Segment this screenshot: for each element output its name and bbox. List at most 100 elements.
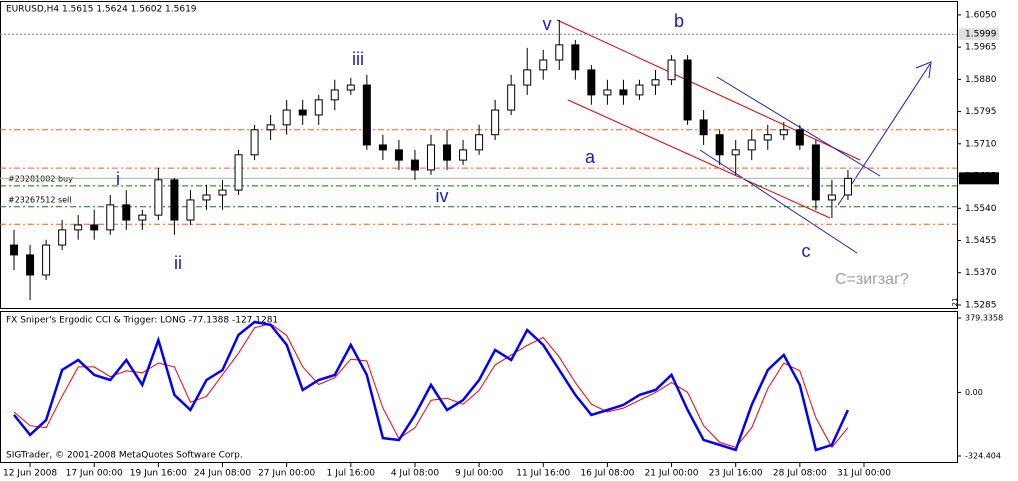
price-label: 1.5619 <box>965 174 997 184</box>
indicator-line <box>13 320 850 452</box>
candle-body <box>715 134 724 156</box>
candle-body <box>731 149 740 156</box>
candle-body <box>170 179 179 221</box>
candle-body <box>651 79 660 86</box>
x-tick-label: 24 Jun 08:00 <box>194 469 251 479</box>
candle-body <box>106 204 115 231</box>
candle-body <box>507 84 516 111</box>
candle-body <box>571 44 580 71</box>
candle-body <box>491 109 500 136</box>
candle-body <box>667 59 676 81</box>
x-tick-label: 27 Jun 00:00 <box>258 469 315 479</box>
candle-body <box>250 129 259 156</box>
x-tick-label: 1 Jul 16:00 <box>327 469 376 479</box>
candle-body <box>459 149 468 161</box>
candle-body <box>763 134 772 141</box>
price-box <box>959 172 999 185</box>
wave-label: i <box>116 169 120 189</box>
x-tick-label: 12 Jun 2008 <box>3 469 57 479</box>
candle-body <box>683 59 692 121</box>
drawings <box>556 19 932 254</box>
candle-body <box>314 99 323 116</box>
y-tick-label: 1.6050 <box>965 10 997 20</box>
x-tick-label: 4 Jul 08:00 <box>391 469 440 479</box>
candle-body <box>10 244 19 256</box>
x-tick-label: 23 Jul 16:00 <box>709 469 763 479</box>
y-tick-label: 1.5455 <box>965 236 997 246</box>
y-tick-label: 0.00 <box>965 388 983 397</box>
x-tick-label: 21 Jul 00:00 <box>645 469 699 479</box>
candle-body <box>378 144 387 151</box>
candle-body <box>410 159 419 171</box>
candle-body <box>555 44 564 61</box>
y-tick-label: 1.5285 <box>965 300 997 310</box>
wave-label: iii <box>352 49 364 69</box>
wave-label: a <box>585 147 596 167</box>
order-label: #23267512 sell <box>8 195 72 204</box>
y-tick-label: 1.5370 <box>965 268 997 278</box>
candle-body <box>394 149 403 161</box>
channel-line <box>556 19 861 161</box>
wave-label: C=зигзаг? <box>835 271 909 288</box>
y-tick-label: 379.3358 <box>965 314 1003 323</box>
wave-label: v <box>543 14 552 34</box>
candle-body <box>827 194 836 201</box>
arrow <box>837 63 931 206</box>
chart-title: EURUSD,H4 1.5615 1.5624 1.5602 1.5619 <box>6 5 197 15</box>
wave-label: ii <box>174 253 182 273</box>
y-tick-label: -324.404 <box>965 452 1001 461</box>
candle-body <box>330 89 339 101</box>
x-tick-label: 9 Jul 00:00 <box>455 469 504 479</box>
candle-body <box>122 204 131 221</box>
candle-body <box>426 144 435 171</box>
candle-body <box>523 69 532 86</box>
wave-label: c <box>802 241 811 261</box>
candle-body <box>603 89 612 96</box>
candle-body <box>58 229 67 246</box>
x-tick-label: 28 Jul 08:00 <box>773 469 827 479</box>
candle-body <box>138 214 147 221</box>
channel-line <box>699 149 858 254</box>
candle-body <box>699 119 708 136</box>
candle-body <box>282 109 291 126</box>
candle-body <box>475 134 484 151</box>
y-tick-label: 1.5710 <box>965 139 997 149</box>
candle-body <box>539 59 548 71</box>
x-tick-label: 31 Jul 00:00 <box>837 469 891 479</box>
channel-line <box>567 99 831 219</box>
wave-label: iv <box>436 186 449 206</box>
candle-body <box>635 84 644 96</box>
candle-body <box>619 89 628 96</box>
wave-label: b <box>674 11 684 31</box>
x-tick-label: 16 Jul 08:00 <box>580 469 634 479</box>
candle-body <box>747 139 756 151</box>
x-tick-label: 11 Jul 16:00 <box>516 469 570 479</box>
candle-body <box>298 109 307 116</box>
candle-body <box>843 177 852 196</box>
candle-body <box>42 244 51 276</box>
x-tick-label: 17 Jun 00:00 <box>66 469 123 479</box>
candle-body <box>362 84 371 146</box>
marked-level-label: 1.5999 <box>965 30 997 40</box>
candle-body <box>443 144 452 161</box>
x-tick-label: 19 Jun 16:00 <box>130 469 187 479</box>
candle-body <box>218 189 227 196</box>
main-pane <box>0 1 958 309</box>
y-tick-label: 1.5540 <box>965 204 997 214</box>
candle-body <box>154 179 163 216</box>
indicator-line <box>13 323 849 449</box>
indicator-pane <box>0 311 958 463</box>
candle-body <box>811 144 820 201</box>
copyright: SIGTrader, © 2001-2008 MetaQuotes Softwa… <box>6 451 243 461</box>
y-tick-label: 1.5795 <box>965 107 997 117</box>
candle-body <box>346 84 355 91</box>
candle-body <box>90 224 99 231</box>
candle-body <box>74 224 83 231</box>
indicator-title: FX Sniper's Ergodic CCI & Trigger: LONG … <box>6 316 278 326</box>
candle-body <box>202 194 211 201</box>
marked-level-box <box>959 28 999 41</box>
candle-body <box>234 154 243 191</box>
y-tick-label: 1.5880 <box>965 75 997 85</box>
